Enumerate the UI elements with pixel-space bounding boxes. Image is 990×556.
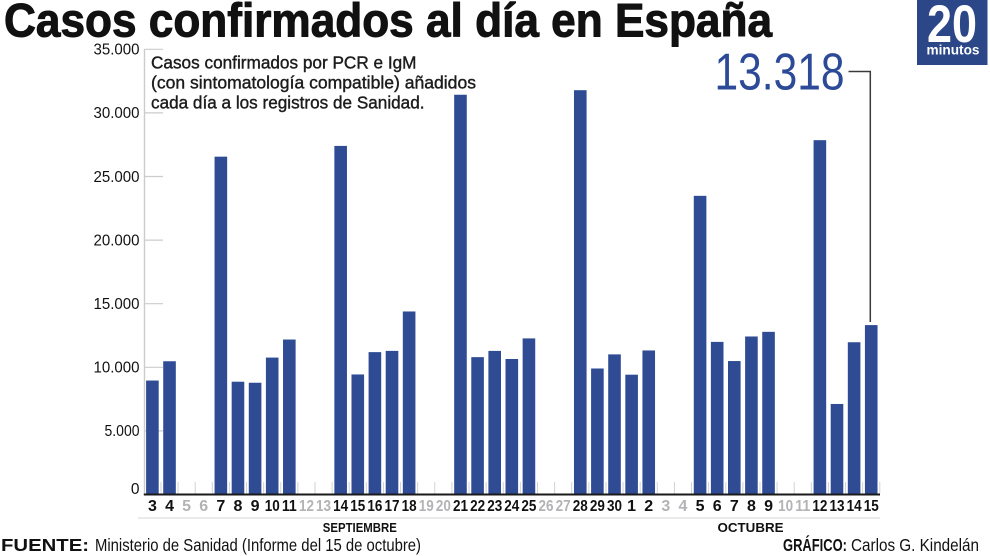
svg-text:18: 18 (402, 498, 417, 515)
svg-text:25.000: 25.000 (94, 169, 140, 186)
svg-text:5: 5 (696, 498, 705, 515)
svg-text:15: 15 (864, 498, 879, 515)
svg-text:20.000: 20.000 (94, 232, 140, 249)
svg-text:8: 8 (747, 498, 756, 515)
svg-text:7: 7 (730, 498, 739, 515)
svg-text:minutos: minutos (927, 42, 980, 58)
svg-text:21: 21 (453, 498, 468, 515)
svg-text:30: 30 (607, 498, 622, 515)
svg-text:7: 7 (216, 498, 225, 515)
svg-text:OCTUBRE: OCTUBRE (718, 520, 784, 535)
svg-text:Casos confirmados al día en Es: Casos confirmados al día en España (4, 0, 773, 46)
svg-text:19: 19 (419, 498, 434, 515)
svg-text:10: 10 (265, 498, 280, 515)
svg-text:10: 10 (778, 498, 793, 515)
svg-text:12: 12 (812, 498, 827, 515)
svg-text:15: 15 (350, 498, 365, 515)
svg-text:cada día a los registros de Sa: cada día a los registros de Sanidad. (151, 93, 425, 113)
svg-text:11: 11 (795, 498, 810, 515)
svg-text:0: 0 (131, 481, 140, 498)
svg-text:13: 13 (316, 498, 331, 515)
svg-text:23: 23 (487, 498, 502, 515)
svg-text:13.318: 13.318 (715, 44, 845, 102)
svg-text:35.000: 35.000 (94, 42, 140, 59)
svg-text:24: 24 (504, 498, 519, 515)
svg-text:4: 4 (679, 498, 688, 515)
svg-text:Carlos G. Kindelán: Carlos G. Kindelán (851, 535, 979, 555)
svg-text:4: 4 (165, 498, 174, 515)
svg-text:8: 8 (234, 498, 243, 515)
svg-text:10.000: 10.000 (94, 360, 140, 377)
svg-text:SEPTIEMBRE: SEPTIEMBRE (323, 520, 397, 535)
svg-text:25: 25 (521, 498, 536, 515)
svg-text:6: 6 (713, 498, 722, 515)
svg-text:13: 13 (830, 498, 845, 515)
svg-text:14: 14 (333, 498, 348, 515)
svg-text:GRÁFICO:: GRÁFICO: (783, 534, 847, 555)
svg-text:20: 20 (436, 498, 451, 515)
svg-text:Casos confirmados por PCR e Ig: Casos confirmados por PCR e IgM (151, 53, 417, 73)
svg-text:FUENTE:: FUENTE: (1, 535, 89, 555)
svg-text:3: 3 (661, 498, 670, 515)
svg-text:16: 16 (367, 498, 382, 515)
svg-text:20: 20 (927, 0, 977, 54)
svg-text:29: 29 (590, 498, 605, 515)
svg-text:12: 12 (299, 498, 314, 515)
svg-text:5: 5 (182, 498, 191, 515)
svg-text:17: 17 (385, 498, 400, 515)
svg-text:1: 1 (627, 498, 636, 515)
svg-text:15.000: 15.000 (94, 296, 140, 313)
svg-text:3: 3 (148, 498, 157, 515)
svg-text:14: 14 (847, 498, 862, 515)
svg-text:27: 27 (556, 498, 571, 515)
svg-text:(con sintomatología compatible: (con sintomatología compatible) añadidos (151, 73, 476, 93)
svg-text:9: 9 (251, 498, 260, 515)
svg-text:22: 22 (470, 498, 485, 515)
svg-text:11: 11 (282, 498, 297, 515)
svg-text:28: 28 (573, 498, 588, 515)
svg-text:2: 2 (644, 498, 653, 515)
svg-text:Ministerio de Sanidad (Informe: Ministerio de Sanidad (Informe del 15 de… (95, 535, 421, 555)
svg-text:9: 9 (764, 498, 773, 515)
svg-text:30.000: 30.000 (94, 105, 140, 122)
svg-text:5.000: 5.000 (105, 423, 140, 440)
svg-text:26: 26 (539, 498, 554, 515)
svg-text:6: 6 (199, 498, 208, 515)
